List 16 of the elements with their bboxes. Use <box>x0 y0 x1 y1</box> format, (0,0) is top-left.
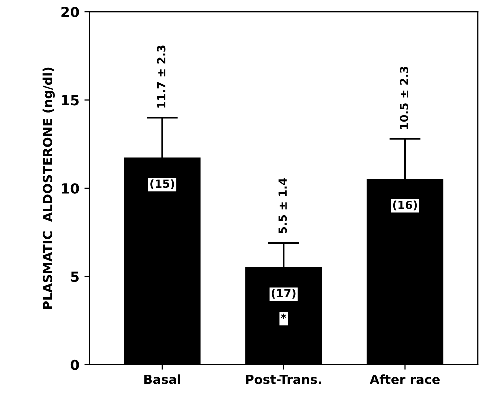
y-tick-label: 0 <box>70 360 80 370</box>
annotation: (17) <box>272 288 296 299</box>
y-tick-label: 5 <box>71 272 79 282</box>
x-tick-label: After race <box>370 374 440 384</box>
annotation: * <box>281 314 287 320</box>
x-tick-label: Basal <box>144 374 180 384</box>
y-tick-label: 10 <box>62 183 80 194</box>
y-tick-label: 15 <box>62 95 79 106</box>
y-tick-label: 20 <box>62 7 80 18</box>
annotation: (15) <box>150 180 174 190</box>
x-tick-label: Post-Trans. <box>246 375 322 384</box>
annotation: (16) <box>393 200 418 211</box>
annotation: 10.5 ± 2.3 <box>400 66 408 129</box>
annotation: 5.5 ± 1.4 <box>278 178 288 234</box>
annotation: 11.7 ± 2.3 <box>157 46 166 108</box>
y-axis-title: PLASMATIC ALDOSTERONE (ng/dl) <box>42 68 56 310</box>
